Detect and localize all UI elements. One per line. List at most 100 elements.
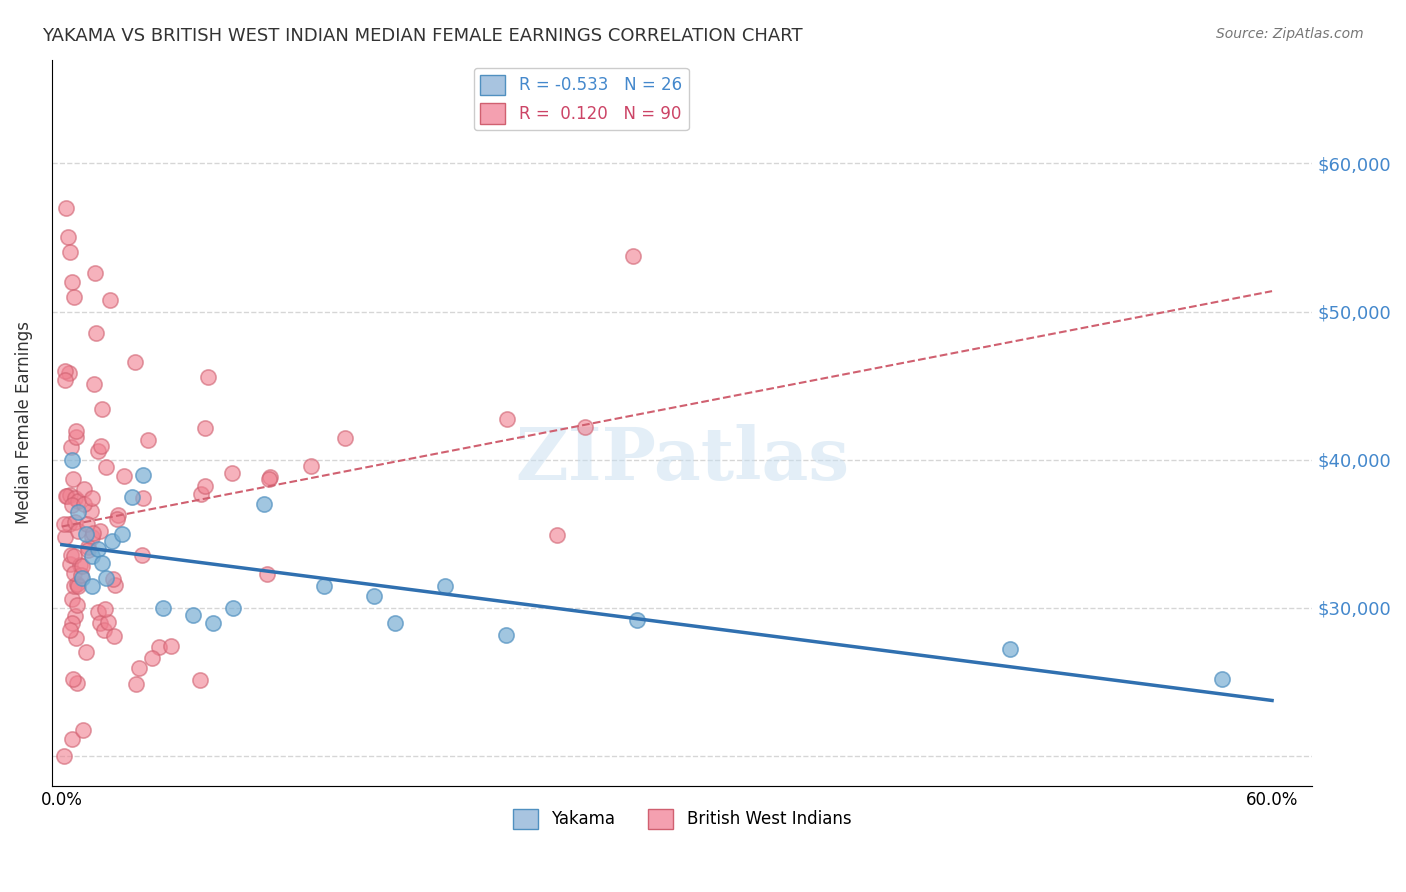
British West Indians bbox=[63, 566, 86, 580]
Yakama bbox=[363, 589, 385, 603]
British West Indians bbox=[63, 290, 86, 304]
British West Indians bbox=[112, 468, 135, 483]
British West Indians bbox=[86, 443, 108, 458]
British West Indians bbox=[148, 640, 170, 655]
British West Indians bbox=[496, 412, 519, 426]
British West Indians bbox=[141, 650, 163, 665]
British West Indians bbox=[90, 439, 112, 453]
British West Indians bbox=[63, 608, 86, 623]
British West Indians bbox=[70, 567, 93, 582]
British West Indians bbox=[56, 489, 79, 503]
Text: Source: ZipAtlas.com: Source: ZipAtlas.com bbox=[1216, 27, 1364, 41]
British West Indians bbox=[63, 515, 86, 529]
Yakama bbox=[131, 467, 153, 482]
British West Indians bbox=[98, 293, 121, 307]
British West Indians bbox=[94, 459, 117, 474]
British West Indians bbox=[59, 488, 82, 502]
British West Indians bbox=[60, 498, 83, 512]
British West Indians bbox=[574, 419, 596, 434]
British West Indians bbox=[104, 578, 127, 592]
British West Indians bbox=[84, 266, 107, 280]
Yakama bbox=[222, 601, 245, 615]
British West Indians bbox=[55, 201, 77, 215]
British West Indians bbox=[53, 364, 76, 378]
British West Indians bbox=[55, 489, 77, 503]
British West Indians bbox=[188, 673, 211, 688]
Yakama bbox=[312, 579, 335, 593]
British West Indians bbox=[76, 516, 98, 531]
British West Indians bbox=[259, 470, 281, 484]
British West Indians bbox=[256, 567, 278, 582]
British West Indians bbox=[66, 676, 89, 690]
Yakama bbox=[87, 541, 110, 556]
British West Indians bbox=[103, 630, 125, 644]
British West Indians bbox=[60, 275, 83, 289]
British West Indians bbox=[65, 425, 87, 439]
British West Indians bbox=[72, 723, 94, 737]
British West Indians bbox=[60, 731, 83, 746]
British West Indians bbox=[59, 440, 82, 454]
British West Indians bbox=[94, 601, 117, 615]
Yakama bbox=[80, 579, 103, 593]
Yakama bbox=[111, 526, 134, 541]
British West Indians bbox=[124, 355, 146, 369]
British West Indians bbox=[124, 677, 146, 691]
British West Indians bbox=[138, 433, 160, 447]
Yakama bbox=[181, 608, 204, 623]
Text: YAKAMA VS BRITISH WEST INDIAN MEDIAN FEMALE EARNINGS CORRELATION CHART: YAKAMA VS BRITISH WEST INDIAN MEDIAN FEM… bbox=[42, 27, 803, 45]
British West Indians bbox=[63, 491, 86, 505]
British West Indians bbox=[53, 530, 76, 544]
British West Indians bbox=[194, 421, 217, 435]
British West Indians bbox=[546, 528, 568, 542]
British West Indians bbox=[62, 672, 84, 686]
British West Indians bbox=[93, 624, 115, 638]
British West Indians bbox=[53, 516, 76, 531]
British West Indians bbox=[97, 615, 120, 630]
British West Indians bbox=[58, 366, 80, 380]
Yakama bbox=[434, 579, 457, 593]
British West Indians bbox=[67, 579, 90, 593]
Yakama bbox=[252, 497, 274, 511]
British West Indians bbox=[194, 479, 217, 493]
British West Indians bbox=[53, 373, 76, 387]
Legend: Yakama, British West Indians: Yakama, British West Indians bbox=[506, 802, 858, 836]
British West Indians bbox=[128, 661, 150, 675]
Yakama bbox=[626, 613, 648, 627]
British West Indians bbox=[73, 482, 96, 496]
Yakama bbox=[75, 526, 97, 541]
British West Indians bbox=[53, 749, 76, 764]
Yakama bbox=[998, 642, 1021, 657]
British West Indians bbox=[80, 504, 103, 518]
British West Indians bbox=[299, 459, 322, 474]
British West Indians bbox=[65, 631, 87, 645]
British West Indians bbox=[160, 639, 183, 653]
Yakama bbox=[152, 601, 174, 615]
British West Indians bbox=[77, 542, 100, 557]
British West Indians bbox=[257, 472, 280, 486]
Yakama bbox=[1211, 672, 1233, 686]
British West Indians bbox=[66, 493, 89, 508]
British West Indians bbox=[82, 491, 104, 505]
Yakama bbox=[495, 627, 517, 641]
British West Indians bbox=[89, 615, 111, 630]
British West Indians bbox=[87, 605, 110, 619]
British West Indians bbox=[107, 508, 129, 523]
British West Indians bbox=[59, 623, 82, 637]
British West Indians bbox=[190, 487, 212, 501]
British West Indians bbox=[62, 549, 84, 564]
British West Indians bbox=[69, 558, 91, 573]
Text: ZIPatlas: ZIPatlas bbox=[515, 424, 849, 494]
Yakama bbox=[121, 490, 143, 504]
British West Indians bbox=[621, 249, 644, 263]
British West Indians bbox=[101, 572, 124, 586]
Yakama bbox=[384, 615, 406, 630]
Yakama bbox=[66, 505, 89, 519]
British West Indians bbox=[60, 592, 83, 607]
British West Indians bbox=[58, 516, 80, 531]
Yakama bbox=[101, 534, 124, 549]
British West Indians bbox=[66, 576, 89, 591]
British West Indians bbox=[65, 598, 87, 612]
British West Indians bbox=[131, 549, 153, 563]
Yakama bbox=[91, 557, 114, 571]
British West Indians bbox=[58, 557, 80, 571]
